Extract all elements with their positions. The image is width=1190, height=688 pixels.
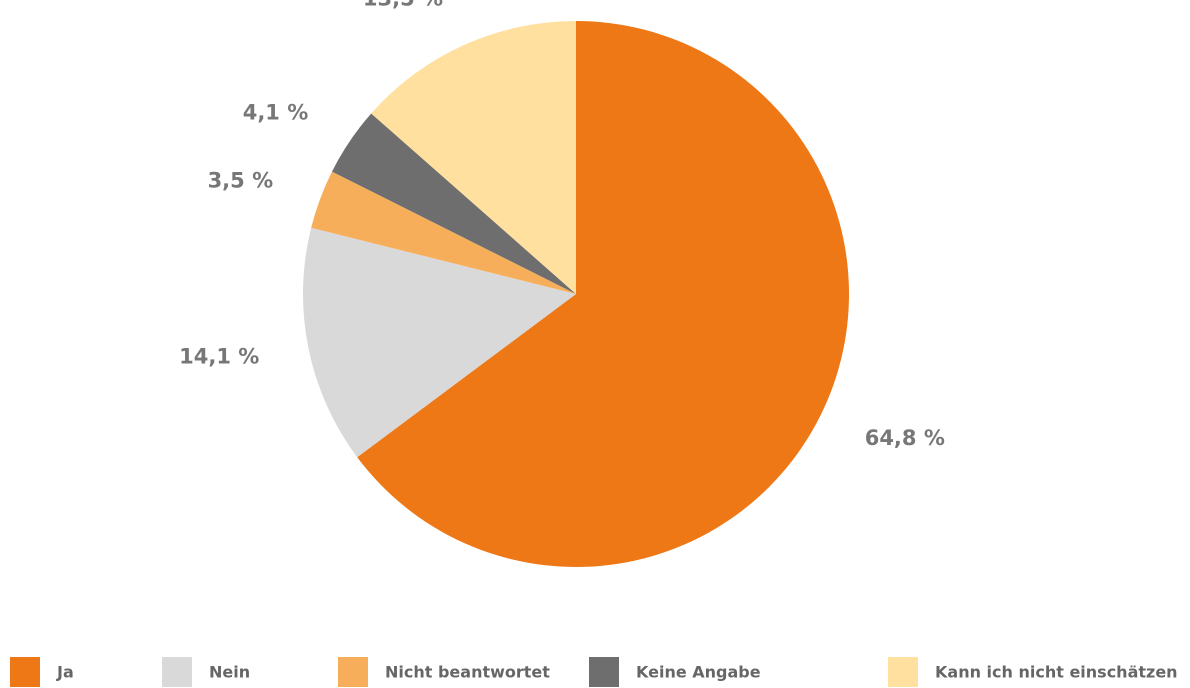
legend-label: Ja — [56, 663, 74, 682]
value-label: 64,8 % — [865, 426, 945, 450]
pie-slice — [303, 227, 576, 458]
pie-slice — [331, 113, 576, 295]
legend-label: Nicht beantwortet — [385, 663, 550, 682]
pie-slice — [357, 21, 850, 567]
value-label: 13,5 % — [363, 0, 443, 11]
pie-slice — [311, 171, 576, 294]
value-label: 4,1 % — [243, 100, 309, 124]
legend-label: Keine Angabe — [636, 663, 761, 682]
legend-swatch — [338, 657, 368, 687]
value-label: 3,5 % — [208, 169, 274, 193]
legend-label: Kann ich nicht einschätzen — [935, 663, 1178, 682]
legend-swatch — [10, 657, 40, 687]
value-label: 14,1 % — [179, 345, 259, 369]
legend-swatch — [589, 657, 619, 687]
legend-swatch — [888, 657, 918, 687]
pie-slice — [371, 21, 576, 294]
legend-label: Nein — [209, 663, 250, 682]
legend-swatch — [162, 657, 192, 687]
